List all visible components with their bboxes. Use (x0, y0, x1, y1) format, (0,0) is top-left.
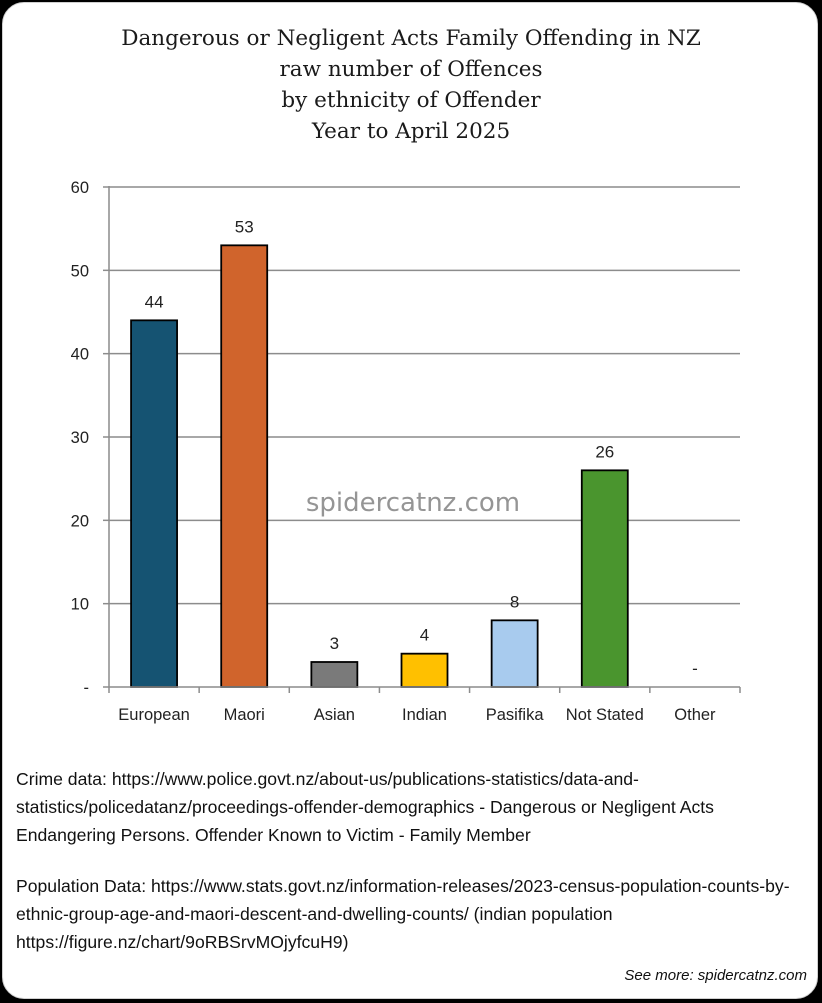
title-line-1: Dangerous or Negligent Acts Family Offen… (121, 26, 701, 51)
watermark: spidercatnz.com (306, 488, 520, 518)
y-tick-label: 20 (71, 512, 89, 530)
y-tick-label: 60 (71, 179, 89, 197)
title-line-2: raw number of Offences (279, 57, 543, 82)
x-tick-label: Pasifika (486, 706, 545, 724)
y-tick-label: 40 (71, 346, 89, 364)
data-label: 44 (145, 292, 164, 311)
see-more-credit: See more: spidercatnz.com (624, 967, 807, 984)
x-tick-label: Other (674, 706, 716, 724)
y-tick-label: 10 (71, 596, 89, 614)
data-label: 3 (330, 634, 339, 653)
data-label: 26 (595, 442, 614, 461)
bar-chart: - 10 20 30 40 50 60 spidercatnz.com 44 European 53… (71, 179, 741, 724)
bar-european (130, 319, 178, 688)
title-line-4: Year to April 2025 (311, 119, 511, 144)
population-data-source-note: Population Data: https://www.stats.govt.… (16, 876, 790, 952)
x-tick-label: Asian (314, 706, 355, 724)
bar-asian (310, 661, 359, 688)
y-tick-label: - (84, 679, 90, 697)
x-tick-label: European (118, 706, 190, 724)
x-tick-label: Maori (224, 706, 265, 724)
data-label: 8 (510, 592, 519, 611)
x-tick-label: Indian (402, 706, 447, 724)
title-line-3: by ethnicity of Offender (281, 88, 541, 113)
bar-pasifika (490, 619, 539, 688)
y-tick-label: 50 (71, 262, 89, 280)
chart-title: Dangerous or Negligent Acts Family Offen… (3, 23, 817, 147)
x-tick-label: Not Stated (566, 706, 644, 724)
crime-data-source-note: Crime data: https://www.police.govt.nz/a… (16, 769, 714, 845)
data-label: - (692, 659, 698, 678)
bar-not-stated (580, 469, 629, 688)
data-label: 53 (235, 217, 254, 236)
y-tick-label: 30 (71, 429, 89, 447)
bar-maori (220, 244, 269, 688)
bar-indian (400, 652, 449, 688)
data-label: 4 (420, 626, 429, 645)
